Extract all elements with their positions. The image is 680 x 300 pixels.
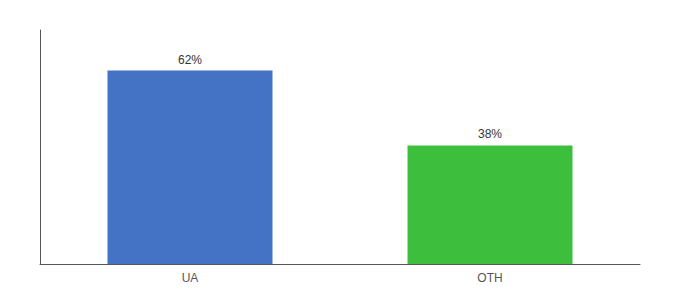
svg-text:UA: UA	[182, 271, 199, 285]
svg-text:OTH: OTH	[477, 271, 502, 285]
svg-text:62%: 62%	[178, 53, 202, 67]
svg-text:38%: 38%	[478, 127, 502, 141]
